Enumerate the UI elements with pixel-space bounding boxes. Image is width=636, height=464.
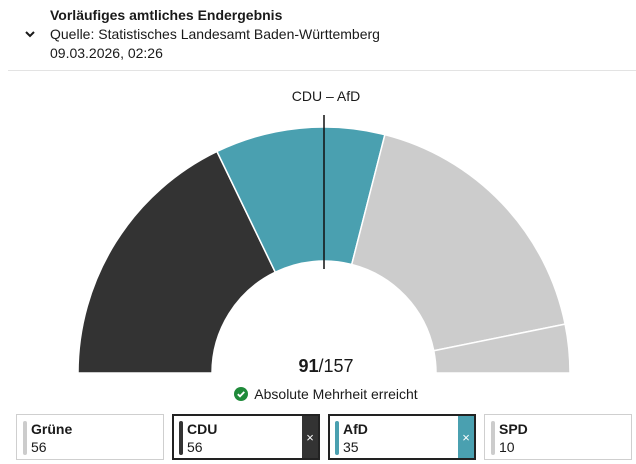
slice-cdu — [77, 150, 277, 374]
seat-count: 91/157 — [246, 356, 406, 377]
party-card-afd[interactable]: AfD 35 × — [328, 414, 476, 460]
party-card-gruene[interactable]: Grüne 56 — [16, 414, 164, 460]
party-color-bar — [335, 421, 339, 455]
timestamp: 09.03.2026, 02:26 — [50, 45, 163, 61]
check-circle-icon — [234, 387, 249, 401]
remove-cdu-button[interactable]: × — [302, 416, 318, 458]
party-name: AfD — [343, 421, 368, 437]
party-seats: 10 — [499, 439, 515, 455]
party-name: Grüne — [31, 421, 73, 437]
party-color-bar — [23, 421, 27, 455]
party-card-cdu[interactable]: CDU 56 × — [172, 414, 320, 460]
remove-afd-button[interactable]: × — [458, 416, 474, 458]
total-seats: /157 — [318, 356, 354, 376]
party-name: SPD — [499, 421, 528, 437]
coalition-label: CDU – AfD — [291, 88, 361, 104]
majority-text: Absolute Mehrheit erreicht — [254, 386, 418, 402]
coalition-seats: 91 — [298, 356, 319, 376]
result-title: Vorläufiges amtliches Endergebnis — [50, 7, 283, 23]
party-name: CDU — [187, 421, 218, 437]
party-card-spd[interactable]: SPD 10 — [484, 414, 632, 460]
party-seats: 56 — [31, 439, 47, 455]
slice-spd — [432, 323, 571, 374]
party-color-bar — [491, 421, 495, 455]
seat-distribution-chart — [77, 115, 571, 374]
party-seats: 56 — [187, 439, 203, 455]
source-text: Quelle: Statistisches Landesamt Baden-Wü… — [50, 26, 380, 42]
divider — [8, 70, 636, 71]
slice-afd — [215, 126, 386, 274]
party-color-bar — [179, 421, 183, 455]
majority-status: Absolute Mehrheit erreicht — [226, 385, 426, 403]
party-seats: 35 — [343, 439, 359, 455]
slice-gr-ne — [350, 133, 566, 352]
result-header: Vorläufiges amtliches Endergebnis Quelle… — [0, 0, 636, 70]
chevron-down-icon[interactable] — [22, 26, 38, 42]
